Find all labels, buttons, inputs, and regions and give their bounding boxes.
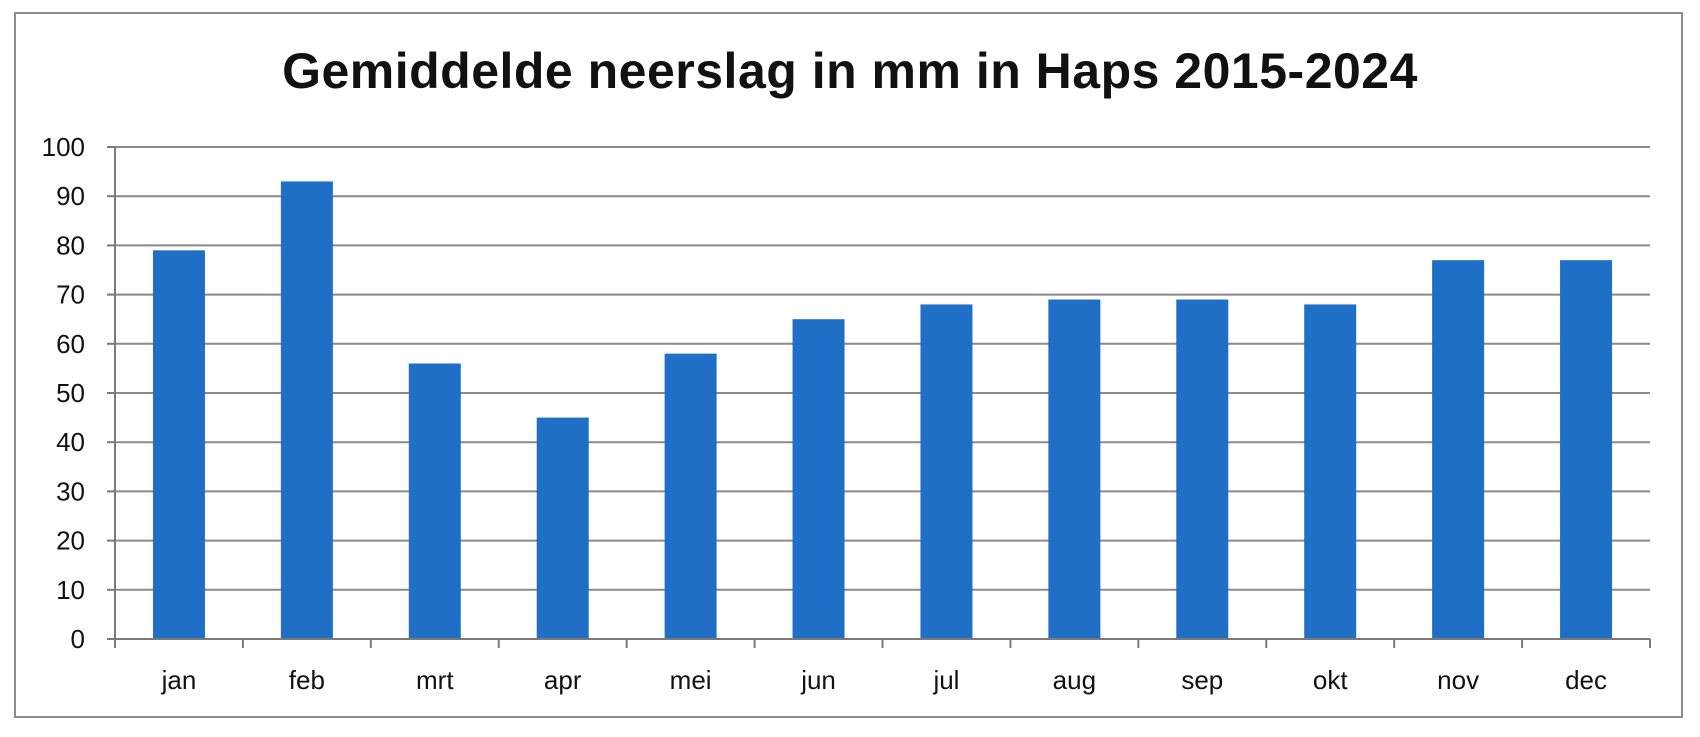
y-tick-label: 20 [56, 526, 85, 556]
x-tick-label-jul: jul [932, 665, 959, 695]
y-tick-label: 80 [56, 230, 85, 260]
bar-nov [1432, 260, 1485, 639]
x-tick-label-jun: jun [800, 665, 836, 695]
x-tick-label-mrt: mrt [416, 665, 454, 695]
y-tick-label: 30 [56, 476, 85, 506]
bar-series [152, 181, 1613, 639]
x-tick-label-aug: aug [1053, 665, 1096, 695]
bar-aug [1048, 299, 1101, 639]
y-axis-ticks: 0 10 20 30 40 50 60 70 80 90 100 [42, 132, 115, 654]
y-tick-label: 40 [56, 427, 85, 457]
x-tick-label-nov: nov [1437, 665, 1479, 695]
bar-jun [792, 319, 845, 639]
x-tick-label-jan: jan [161, 665, 197, 695]
x-tick-label-mei: mei [670, 665, 712, 695]
bar-mrt [408, 363, 461, 639]
x-axis-ticks: jan feb mrt apr mei jun jul aug sep okt nov dec [114, 639, 1651, 695]
y-tick-label: 60 [56, 329, 85, 359]
y-tick-label: 70 [56, 280, 85, 310]
chart-title: Gemiddelde neerslag in mm in Haps 2015-2… [282, 43, 1418, 99]
x-tick-label-okt: okt [1313, 665, 1348, 695]
bar-okt [1304, 304, 1357, 639]
x-tick-label-dec: dec [1565, 665, 1607, 695]
y-tick-label: 90 [56, 181, 85, 211]
bar-mei [664, 353, 717, 639]
x-tick-label-sep: sep [1181, 665, 1223, 695]
bar-dec [1560, 260, 1613, 639]
x-tick-label-feb: feb [289, 665, 325, 695]
y-tick-label: 100 [42, 132, 85, 162]
bar-sep [1176, 299, 1229, 639]
y-tick-label: 10 [56, 575, 85, 605]
y-tick-label: 50 [56, 378, 85, 408]
bar-jul [920, 304, 973, 639]
gridlines [115, 146, 1650, 591]
bar-feb [280, 181, 333, 639]
bar-jan [152, 250, 205, 639]
y-tick-label: 0 [71, 624, 85, 654]
bar-apr [536, 417, 589, 639]
x-tick-label-apr: apr [544, 665, 582, 695]
